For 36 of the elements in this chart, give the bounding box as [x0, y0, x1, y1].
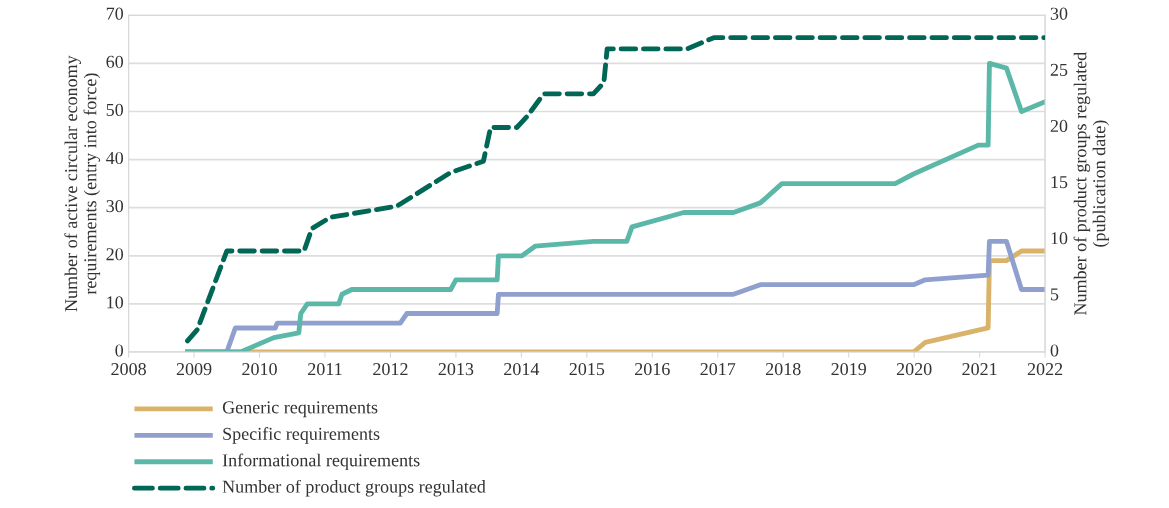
x-tick-label: 2021 — [962, 362, 997, 376]
x-tick-label: 2011 — [308, 362, 342, 376]
y2-tick-label: 20 — [1050, 119, 1068, 133]
x-tick-label: 2012 — [373, 362, 408, 376]
y-axis-title: Number of active circular economy requirements (entry into force) — [64, 55, 101, 312]
y2-tick-label: 30 — [1050, 7, 1068, 20]
y2-tick-label: 15 — [1051, 176, 1068, 189]
y-tick-label: 40 — [106, 151, 124, 165]
y2-tick-label: 10 — [1051, 232, 1068, 245]
legend-label: Number of product groups regulated — [222, 479, 486, 497]
x-tick-label: 2015 — [569, 362, 605, 376]
legend-label: Informational requirements — [222, 453, 420, 471]
y-tick-label: 20 — [106, 248, 124, 261]
y2-tick-label: 25 — [1050, 63, 1068, 76]
x-tick-label: 2017 — [700, 362, 736, 376]
x-tick-label: 2013 — [438, 362, 474, 376]
y2-tick-label: 5 — [1051, 288, 1059, 301]
y-tick-label: 10 — [107, 296, 124, 309]
legend-label: Specific requirements — [223, 427, 380, 444]
x-tick-label: 2009 — [176, 362, 212, 376]
y-tick-label: 50 — [106, 103, 124, 116]
y2-tick-label: 0 — [1050, 344, 1059, 357]
x-tick-label: 2022 — [1027, 362, 1063, 376]
x-tick-label: 2019 — [831, 362, 867, 376]
x-tick-label: 2020 — [896, 362, 932, 376]
x-tick-label: 2010 — [242, 362, 277, 376]
y2-axis-title: Number of product groups regulated (publication date) — [1073, 51, 1110, 315]
y-tick-label: 0 — [115, 344, 124, 357]
y-tick-label: 70 — [106, 7, 124, 20]
x-tick-label: 2018 — [765, 362, 801, 376]
y-tick-label: 60 — [106, 55, 124, 68]
x-tick-label: 2016 — [635, 362, 670, 376]
legend-label: Generic requirements — [222, 401, 378, 418]
x-tick-label: 2008 — [111, 362, 146, 376]
x-tick-label: 2014 — [504, 362, 540, 376]
y-tick-label: 30 — [106, 200, 124, 213]
